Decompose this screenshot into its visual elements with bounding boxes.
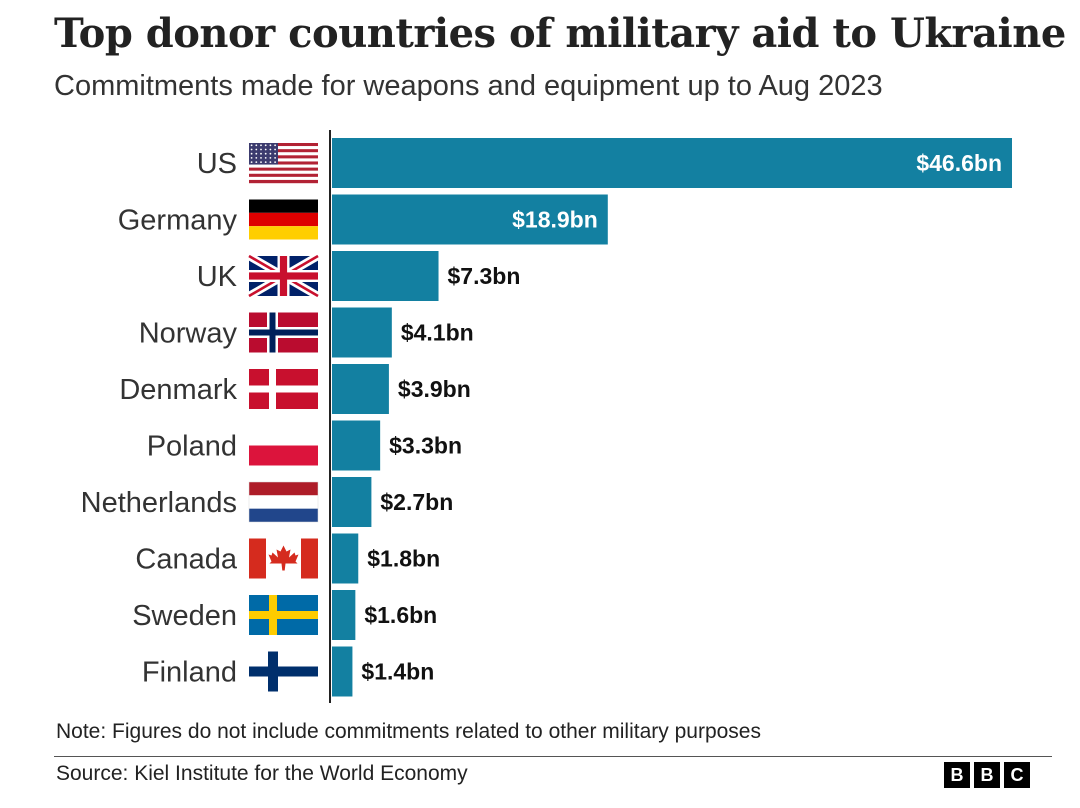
chart-source: Source: Kiel Institute for the World Eco… [56,762,468,785]
value-label: $7.3bn [448,263,521,289]
category-label: US [197,148,237,180]
category-label: Finland [142,657,237,689]
category-label: Poland [147,431,237,463]
bar [332,590,356,640]
germany-flag-icon [249,199,318,240]
norway-flag-icon [249,312,318,353]
category-label: UK [197,261,238,293]
bbc-logo-letter: B [974,762,1000,788]
chart-note: Note: Figures do not include commitments… [56,720,761,743]
chart-title: Top donor countries of military aid to U… [54,10,1066,57]
category-label: Germany [118,205,238,237]
footer-divider [54,756,1052,757]
bar [332,307,392,358]
bar [332,646,353,697]
value-label: $4.1bn [401,320,474,346]
us-flag-icon [249,143,318,184]
bar-chart: US $46.6bn Germany $18.9bn UK $7.3bn Norway $4.… [81,130,1012,703]
uk-flag-icon [246,252,321,300]
chart-subtitle: Commitments made for weapons and equipme… [54,70,883,102]
bar [332,477,372,527]
category-label: Denmark [119,374,237,406]
value-label: $46.6bn [916,150,1002,176]
value-label: $1.6bn [364,602,437,628]
poland-flag-icon [249,425,318,466]
bbc-logo: B B C [944,762,1030,788]
bar [332,533,359,584]
bar [332,138,1012,188]
bbc-logo-letter: C [1004,762,1030,788]
value-label: $3.9bn [398,376,471,402]
denmark-flag-icon [249,369,318,409]
bar [332,194,608,245]
category-label: Norway [139,318,238,350]
value-label: $18.9bn [512,207,598,233]
finland-flag-icon [249,651,318,692]
bar [332,251,439,301]
category-label: Sweden [132,600,237,632]
canada-flag-icon [249,538,318,579]
bbc-logo-letter: B [944,762,970,788]
value-label: $2.7bn [380,489,453,515]
value-label: $3.3bn [389,433,462,459]
bar [332,364,389,414]
value-label: $1.4bn [361,659,434,685]
category-label: Netherlands [81,487,237,519]
sweden-flag-icon [249,595,318,635]
bar [332,420,381,471]
value-label: $1.8bn [367,546,440,572]
category-label: Canada [135,544,237,576]
netherlands-flag-icon [248,481,319,523]
